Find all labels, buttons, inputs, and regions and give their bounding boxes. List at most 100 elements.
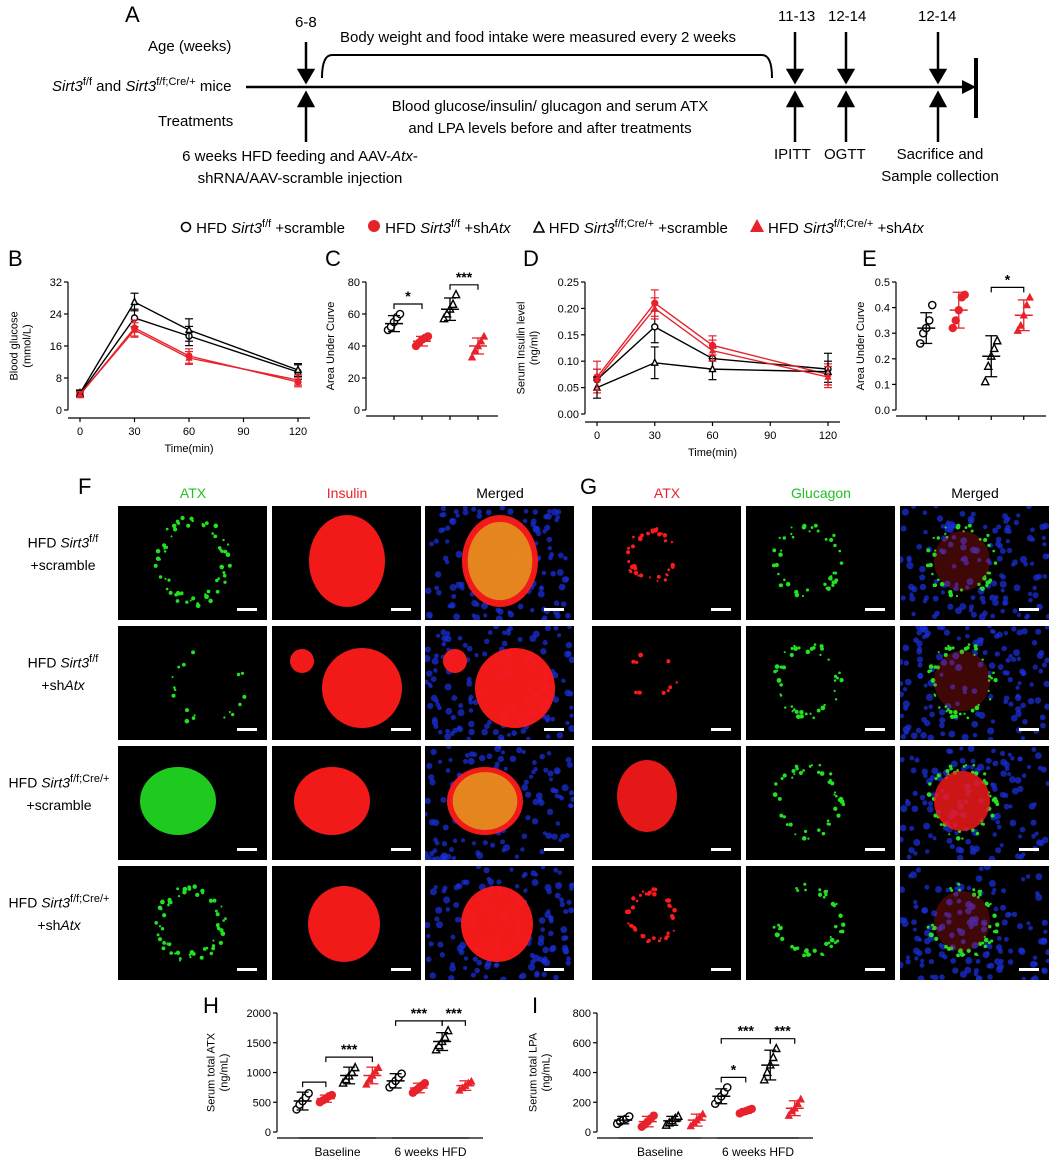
glucagon-signal — [939, 581, 945, 587]
glucagon-signal — [934, 549, 937, 552]
dapi-nucleus — [444, 733, 452, 740]
glucagon-signal — [829, 772, 833, 776]
dapi-nucleus — [1045, 958, 1049, 964]
dapi-nucleus — [940, 590, 945, 595]
data-point — [951, 316, 960, 325]
dapi-nucleus — [947, 603, 954, 610]
glucagon-signal — [987, 941, 991, 945]
dapi-nucleus — [968, 604, 975, 610]
dapi-nucleus — [923, 529, 928, 535]
atx-signal — [200, 888, 205, 894]
dapi-nucleus — [1026, 921, 1031, 926]
dapi-nucleus — [1002, 595, 1009, 601]
data-point — [673, 1110, 683, 1120]
atx-signal — [189, 955, 192, 959]
glucagon-signal — [779, 683, 783, 687]
panel-letter-d: D — [523, 246, 539, 271]
atx-signal — [631, 544, 635, 549]
dapi-nucleus — [440, 506, 446, 511]
dapi-nucleus — [940, 659, 948, 666]
glucagon-signal — [828, 586, 831, 589]
dapi-nucleus — [985, 765, 991, 771]
glucagon-signal — [824, 941, 829, 946]
x-tick-label: 0 — [594, 430, 600, 442]
glucagon-signal — [948, 833, 951, 836]
dapi-nucleus — [560, 833, 566, 840]
glucagon-signal — [829, 935, 832, 938]
glucagon-signal — [950, 889, 954, 892]
dapi-nucleus — [917, 975, 925, 980]
dapi-nucleus — [1032, 664, 1038, 670]
dapi-nucleus — [940, 550, 945, 555]
merged-overlap — [934, 771, 990, 831]
dapi-nucleus — [951, 563, 957, 569]
dapi-nucleus — [559, 901, 566, 908]
insulin-signal — [309, 515, 385, 607]
dapi-nucleus — [548, 930, 554, 937]
glucagon-signal — [789, 652, 794, 658]
glucagon-signal — [817, 828, 821, 832]
data-point — [443, 1025, 453, 1035]
dapi-nucleus — [959, 757, 966, 764]
dapi-nucleus — [940, 626, 946, 631]
dapi-nucleus — [905, 678, 912, 686]
dapi-nucleus — [544, 626, 551, 632]
dapi-nucleus — [994, 812, 1001, 820]
glucagon-signal — [833, 806, 838, 811]
dapi-nucleus — [1010, 714, 1018, 722]
atx-signal — [227, 563, 232, 568]
dapi-nucleus — [968, 608, 974, 613]
filled-circle-icon — [367, 220, 380, 232]
glucagon-signal — [803, 829, 808, 833]
micrograph — [309, 515, 411, 611]
glucagon-signal — [995, 922, 1000, 927]
dapi-nucleus — [528, 774, 534, 779]
glucagon-signal — [790, 705, 794, 708]
dapi-nucleus — [466, 676, 472, 682]
dapi-nucleus — [552, 696, 560, 703]
dapi-nucleus — [999, 548, 1006, 555]
g-col-glucagon: Glucagon — [791, 485, 851, 501]
dapi-nucleus — [462, 965, 468, 971]
data-point — [793, 1099, 802, 1107]
dapi-nucleus — [476, 852, 484, 859]
glucagon-signal — [778, 536, 781, 539]
glucagon-signal — [829, 944, 834, 949]
dapi-nucleus — [1020, 702, 1026, 709]
atx-signal — [238, 702, 242, 707]
atx-signal — [624, 909, 630, 915]
dapi-nucleus — [933, 506, 939, 509]
atx-signal — [240, 671, 245, 675]
dapi-nucleus — [538, 917, 546, 924]
dapi-nucleus — [955, 701, 960, 707]
dapi-nucleus — [451, 594, 457, 600]
atx-signal — [215, 912, 220, 917]
y-tick-label: 40 — [348, 341, 360, 353]
dapi-nucleus — [544, 524, 551, 531]
dapi-nucleus — [569, 713, 574, 718]
dapi-nucleus — [445, 525, 451, 531]
significance-label: *** — [446, 1005, 463, 1021]
glucagon-signal — [785, 581, 791, 587]
glucagon-signal — [828, 778, 832, 782]
glucagon-signal — [980, 822, 984, 826]
atx-signal — [154, 921, 159, 925]
dapi-nucleus — [482, 840, 488, 846]
dapi-nucleus — [499, 737, 505, 740]
g-image-r1-c1 — [592, 506, 741, 620]
dapi-nucleus — [1003, 695, 1010, 702]
dapi-nucleus — [449, 518, 455, 524]
dapi-nucleus — [437, 941, 444, 948]
dapi-nucleus — [470, 972, 477, 978]
dapi-nucleus — [442, 555, 449, 562]
atx-signal — [206, 589, 211, 594]
dapi-nucleus — [472, 956, 478, 962]
dapi-nucleus — [912, 927, 917, 932]
glucagon-signal — [773, 669, 777, 674]
dapi-nucleus — [457, 635, 463, 641]
glucagon-signal — [825, 586, 829, 590]
atx-signal — [652, 936, 656, 941]
atx-signal — [178, 592, 182, 596]
atx-signal — [670, 905, 673, 908]
